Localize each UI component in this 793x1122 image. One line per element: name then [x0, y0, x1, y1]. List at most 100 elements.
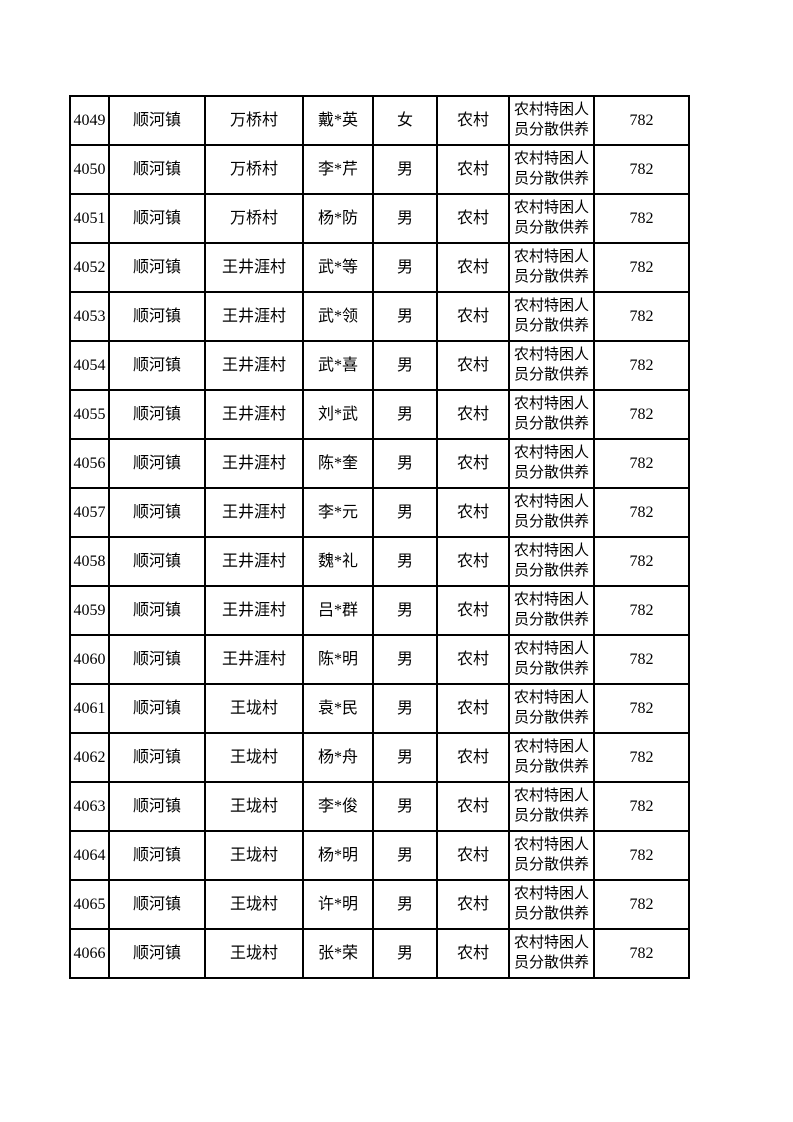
- cell-gender: 男: [372, 487, 438, 538]
- cell-village: 王井涯村: [204, 536, 304, 587]
- table-row: 4052 顺河镇 王井涯村 武*等男农村 农村特困人员分散供养 782: [69, 242, 690, 293]
- cell-area-type: 农村: [436, 879, 510, 930]
- cell-town: 顺河镇: [108, 438, 206, 489]
- cell-row-number: 4065: [69, 879, 110, 930]
- cell-town: 顺河镇: [108, 291, 206, 342]
- cell-gender: 男: [372, 928, 438, 979]
- cell-town: 顺河镇: [108, 95, 206, 146]
- cell-gender: 男: [372, 536, 438, 587]
- table-row: 4065 顺河镇 王垅村 许*明男农村 农村特困人员分散供养 782: [69, 879, 690, 930]
- cell-assistance-type: 农村特困人员分散供养: [508, 928, 595, 979]
- cell-amount: 782: [593, 732, 690, 783]
- cell-gender: 女: [372, 95, 438, 146]
- cell-amount: 782: [593, 144, 690, 195]
- cell-area-type: 农村: [436, 291, 510, 342]
- cell-village: 王垅村: [204, 781, 304, 832]
- cell-row-number: 4056: [69, 438, 110, 489]
- table-row: 4049 顺河镇 万桥村 戴*英女农村 农村特困人员分散供养 782: [69, 95, 690, 146]
- cell-gender: 男: [372, 781, 438, 832]
- cell-village: 王井涯村: [204, 340, 304, 391]
- table-row: 4062 顺河镇 王垅村 杨*舟男农村 农村特困人员分散供养 782: [69, 732, 690, 783]
- cell-area-type: 农村: [436, 781, 510, 832]
- cell-assistance-type: 农村特困人员分散供养: [508, 291, 595, 342]
- cell-assistance-type: 农村特困人员分散供养: [508, 879, 595, 930]
- cell-village: 王垅村: [204, 830, 304, 881]
- cell-town: 顺河镇: [108, 781, 206, 832]
- cell-assistance-type: 农村特困人员分散供养: [508, 340, 595, 391]
- cell-gender: 男: [372, 144, 438, 195]
- cell-row-number: 4052: [69, 242, 110, 293]
- cell-name: 陈*奎: [302, 438, 374, 489]
- cell-area-type: 农村: [436, 683, 510, 734]
- cell-row-number: 4066: [69, 928, 110, 979]
- cell-amount: 782: [593, 585, 690, 636]
- cell-name: 杨*舟: [302, 732, 374, 783]
- cell-town: 顺河镇: [108, 732, 206, 783]
- cell-town: 顺河镇: [108, 585, 206, 636]
- table-row: 4063 顺河镇 王垅村 李*俊男农村 农村特困人员分散供养 782: [69, 781, 690, 832]
- cell-town: 顺河镇: [108, 144, 206, 195]
- cell-gender: 男: [372, 830, 438, 881]
- cell-assistance-type: 农村特困人员分散供养: [508, 487, 595, 538]
- cell-amount: 782: [593, 438, 690, 489]
- cell-town: 顺河镇: [108, 536, 206, 587]
- cell-area-type: 农村: [436, 389, 510, 440]
- table-row: 4056 顺河镇 王井涯村 陈*奎男农村 农村特困人员分散供养 782: [69, 438, 690, 489]
- cell-village: 王井涯村: [204, 291, 304, 342]
- cell-row-number: 4051: [69, 193, 110, 244]
- cell-name: 魏*礼: [302, 536, 374, 587]
- table-row: 4051 顺河镇 万桥村 杨*防男农村 农村特困人员分散供养 782: [69, 193, 690, 244]
- cell-row-number: 4061: [69, 683, 110, 734]
- cell-name: 杨*明: [302, 830, 374, 881]
- cell-village: 王井涯村: [204, 585, 304, 636]
- cell-area-type: 农村: [436, 830, 510, 881]
- cell-amount: 782: [593, 781, 690, 832]
- cell-name: 武*喜: [302, 340, 374, 391]
- cell-row-number: 4054: [69, 340, 110, 391]
- cell-amount: 782: [593, 683, 690, 734]
- cell-amount: 782: [593, 291, 690, 342]
- cell-village: 王井涯村: [204, 242, 304, 293]
- cell-row-number: 4050: [69, 144, 110, 195]
- cell-gender: 男: [372, 438, 438, 489]
- cell-row-number: 4064: [69, 830, 110, 881]
- cell-row-number: 4063: [69, 781, 110, 832]
- cell-town: 顺河镇: [108, 683, 206, 734]
- cell-assistance-type: 农村特困人员分散供养: [508, 732, 595, 783]
- cell-amount: 782: [593, 389, 690, 440]
- cell-name: 许*明: [302, 879, 374, 930]
- cell-town: 顺河镇: [108, 340, 206, 391]
- cell-assistance-type: 农村特困人员分散供养: [508, 683, 595, 734]
- cell-village: 万桥村: [204, 193, 304, 244]
- cell-name: 武*领: [302, 291, 374, 342]
- cell-village: 王井涯村: [204, 487, 304, 538]
- cell-gender: 男: [372, 879, 438, 930]
- cell-gender: 男: [372, 634, 438, 685]
- cell-village: 万桥村: [204, 95, 304, 146]
- cell-assistance-type: 农村特困人员分散供养: [508, 585, 595, 636]
- table-row: 4060 顺河镇 王井涯村 陈*明男农村 农村特困人员分散供养 782: [69, 634, 690, 685]
- cell-assistance-type: 农村特困人员分散供养: [508, 193, 595, 244]
- cell-town: 顺河镇: [108, 634, 206, 685]
- cell-row-number: 4055: [69, 389, 110, 440]
- cell-area-type: 农村: [436, 242, 510, 293]
- table-row: 4057 顺河镇 王井涯村 李*元男农村 农村特困人员分散供养 782: [69, 487, 690, 538]
- cell-assistance-type: 农村特困人员分散供养: [508, 95, 595, 146]
- cell-village: 王垅村: [204, 879, 304, 930]
- cell-row-number: 4058: [69, 536, 110, 587]
- cell-gender: 男: [372, 340, 438, 391]
- cell-village: 王井涯村: [204, 389, 304, 440]
- cell-assistance-type: 农村特困人员分散供养: [508, 242, 595, 293]
- cell-assistance-type: 农村特困人员分散供养: [508, 536, 595, 587]
- cell-assistance-type: 农村特困人员分散供养: [508, 438, 595, 489]
- cell-town: 顺河镇: [108, 389, 206, 440]
- table-row: 4058 顺河镇 王井涯村 魏*礼男农村 农村特困人员分散供养 782: [69, 536, 690, 587]
- cell-area-type: 农村: [436, 144, 510, 195]
- cell-row-number: 4057: [69, 487, 110, 538]
- cell-area-type: 农村: [436, 928, 510, 979]
- cell-name: 李*芹: [302, 144, 374, 195]
- cell-row-number: 4060: [69, 634, 110, 685]
- cell-town: 顺河镇: [108, 830, 206, 881]
- cell-assistance-type: 农村特困人员分散供养: [508, 830, 595, 881]
- cell-amount: 782: [593, 634, 690, 685]
